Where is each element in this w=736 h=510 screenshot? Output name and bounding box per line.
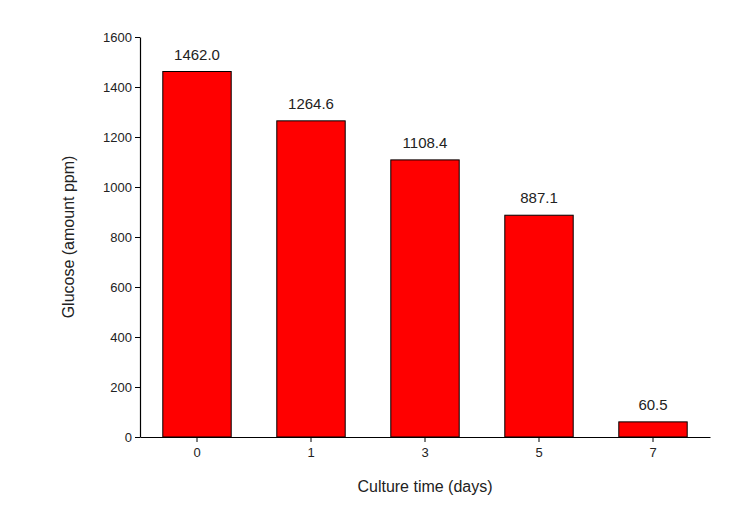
x-tick: 5 [535, 437, 542, 460]
plot: 1462.0 1264.6 1108.4 887.1 60.5 0 1 3 5 7 0 200 400 6… [103, 30, 710, 460]
x-tick-label: 5 [535, 445, 542, 460]
x-tick: 3 [421, 437, 428, 460]
data-label: 1264.6 [288, 95, 334, 112]
bars [163, 72, 687, 438]
y-tick-label: 400 [110, 330, 132, 345]
y-tick: 1600 [103, 30, 140, 45]
y-tick-mark [135, 137, 140, 138]
x-tick-label: 3 [421, 445, 428, 460]
y-tick-label: 600 [110, 280, 132, 295]
x-tick-mark [539, 437, 540, 442]
y-tick: 1200 [103, 130, 140, 145]
x-tick: 1 [307, 437, 314, 460]
x-tick: 7 [649, 437, 656, 460]
x-axis-title: Culture time (days) [357, 478, 492, 495]
bar [163, 72, 231, 438]
x-tick: 0 [193, 437, 200, 460]
data-labels: 1462.0 1264.6 1108.4 887.1 60.5 [174, 46, 668, 413]
x-tick-label: 7 [649, 445, 656, 460]
x-tick-label: 1 [307, 445, 314, 460]
y-axis-line [140, 38, 141, 438]
y-tick-mark [135, 37, 140, 38]
y-tick-mark [135, 87, 140, 88]
x-tick-mark [425, 437, 426, 442]
chart: 1462.0 1264.6 1108.4 887.1 60.5 0 1 3 5 7 0 200 400 6… [0, 0, 736, 510]
data-label: 887.1 [520, 189, 558, 206]
y-tick-label: 1000 [103, 180, 132, 195]
data-label: 60.5 [638, 396, 667, 413]
y-tick: 400 [110, 330, 140, 345]
y-tick-mark [135, 187, 140, 188]
y-tick-mark [135, 237, 140, 238]
bar [277, 121, 345, 437]
y-tick-mark [135, 387, 140, 388]
y-tick-label: 1600 [103, 30, 132, 45]
y-axis-title: Glucose (amount ppm) [60, 156, 77, 319]
y-tick: 800 [110, 230, 140, 245]
data-label: 1462.0 [174, 46, 220, 63]
y-tick: 200 [110, 380, 140, 395]
data-label: 1108.4 [403, 134, 448, 151]
x-tick-mark [653, 437, 654, 442]
x-tick-mark [311, 437, 312, 442]
y-tick-label: 800 [110, 230, 132, 245]
y-tick-mark [135, 337, 140, 338]
y-tick-label: 1200 [103, 130, 132, 145]
y-tick: 1400 [103, 80, 140, 95]
bar [505, 215, 573, 437]
bar [391, 160, 459, 437]
y-axis: 0 200 400 600 800 1000 1200 1400 1600 [103, 30, 140, 445]
bar [619, 422, 687, 437]
y-tick-mark [135, 287, 140, 288]
x-tick-label: 0 [193, 445, 200, 460]
y-tick-label: 1400 [103, 80, 132, 95]
y-tick: 0 [125, 430, 140, 445]
x-axis: 0 1 3 5 7 [141, 437, 711, 460]
y-tick: 1000 [103, 180, 140, 195]
y-tick-mark [135, 437, 140, 438]
x-tick-mark [197, 437, 198, 442]
y-tick-label: 0 [125, 430, 132, 445]
y-tick-label: 200 [110, 380, 132, 395]
y-tick: 600 [110, 280, 140, 295]
